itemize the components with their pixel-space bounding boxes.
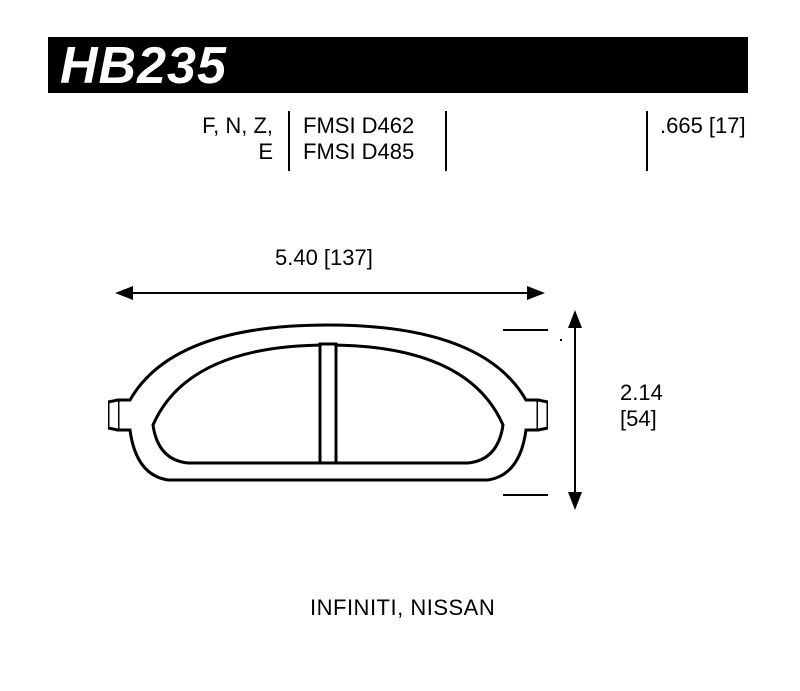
brake-pad-diagram [108,300,548,500]
spec-divider [445,111,447,171]
spec-divider [646,111,648,171]
pad-center-groove [320,344,336,463]
part-number: HB235 [60,36,227,96]
vehicle-makes: INFINITI, NISSAN [310,595,495,621]
fmsi-code-2: FMSI D485 [303,139,414,165]
height-mm: [54] [620,406,657,431]
compounds-list: F, N, Z, E [183,113,273,165]
pad-left-tab [108,400,118,430]
pad-right-tab [538,400,548,430]
height-inches: 2.14 [620,380,663,405]
spec-row: F, N, Z, E FMSI D462 FMSI D485 .665 [17] [48,105,748,175]
spec-sheet: HB235 F, N, Z, E FMSI D462 FMSI D485 .66… [0,0,800,691]
width-dimension-label: 5.40 [137] [275,245,373,271]
height-dimension-label: 2.14 [54] [620,380,663,433]
spec-divider [288,111,290,171]
height-dimension-arrow [560,310,590,510]
thickness-value: .665 [17] [660,113,746,139]
fmsi-code-1: FMSI D462 [303,113,414,139]
